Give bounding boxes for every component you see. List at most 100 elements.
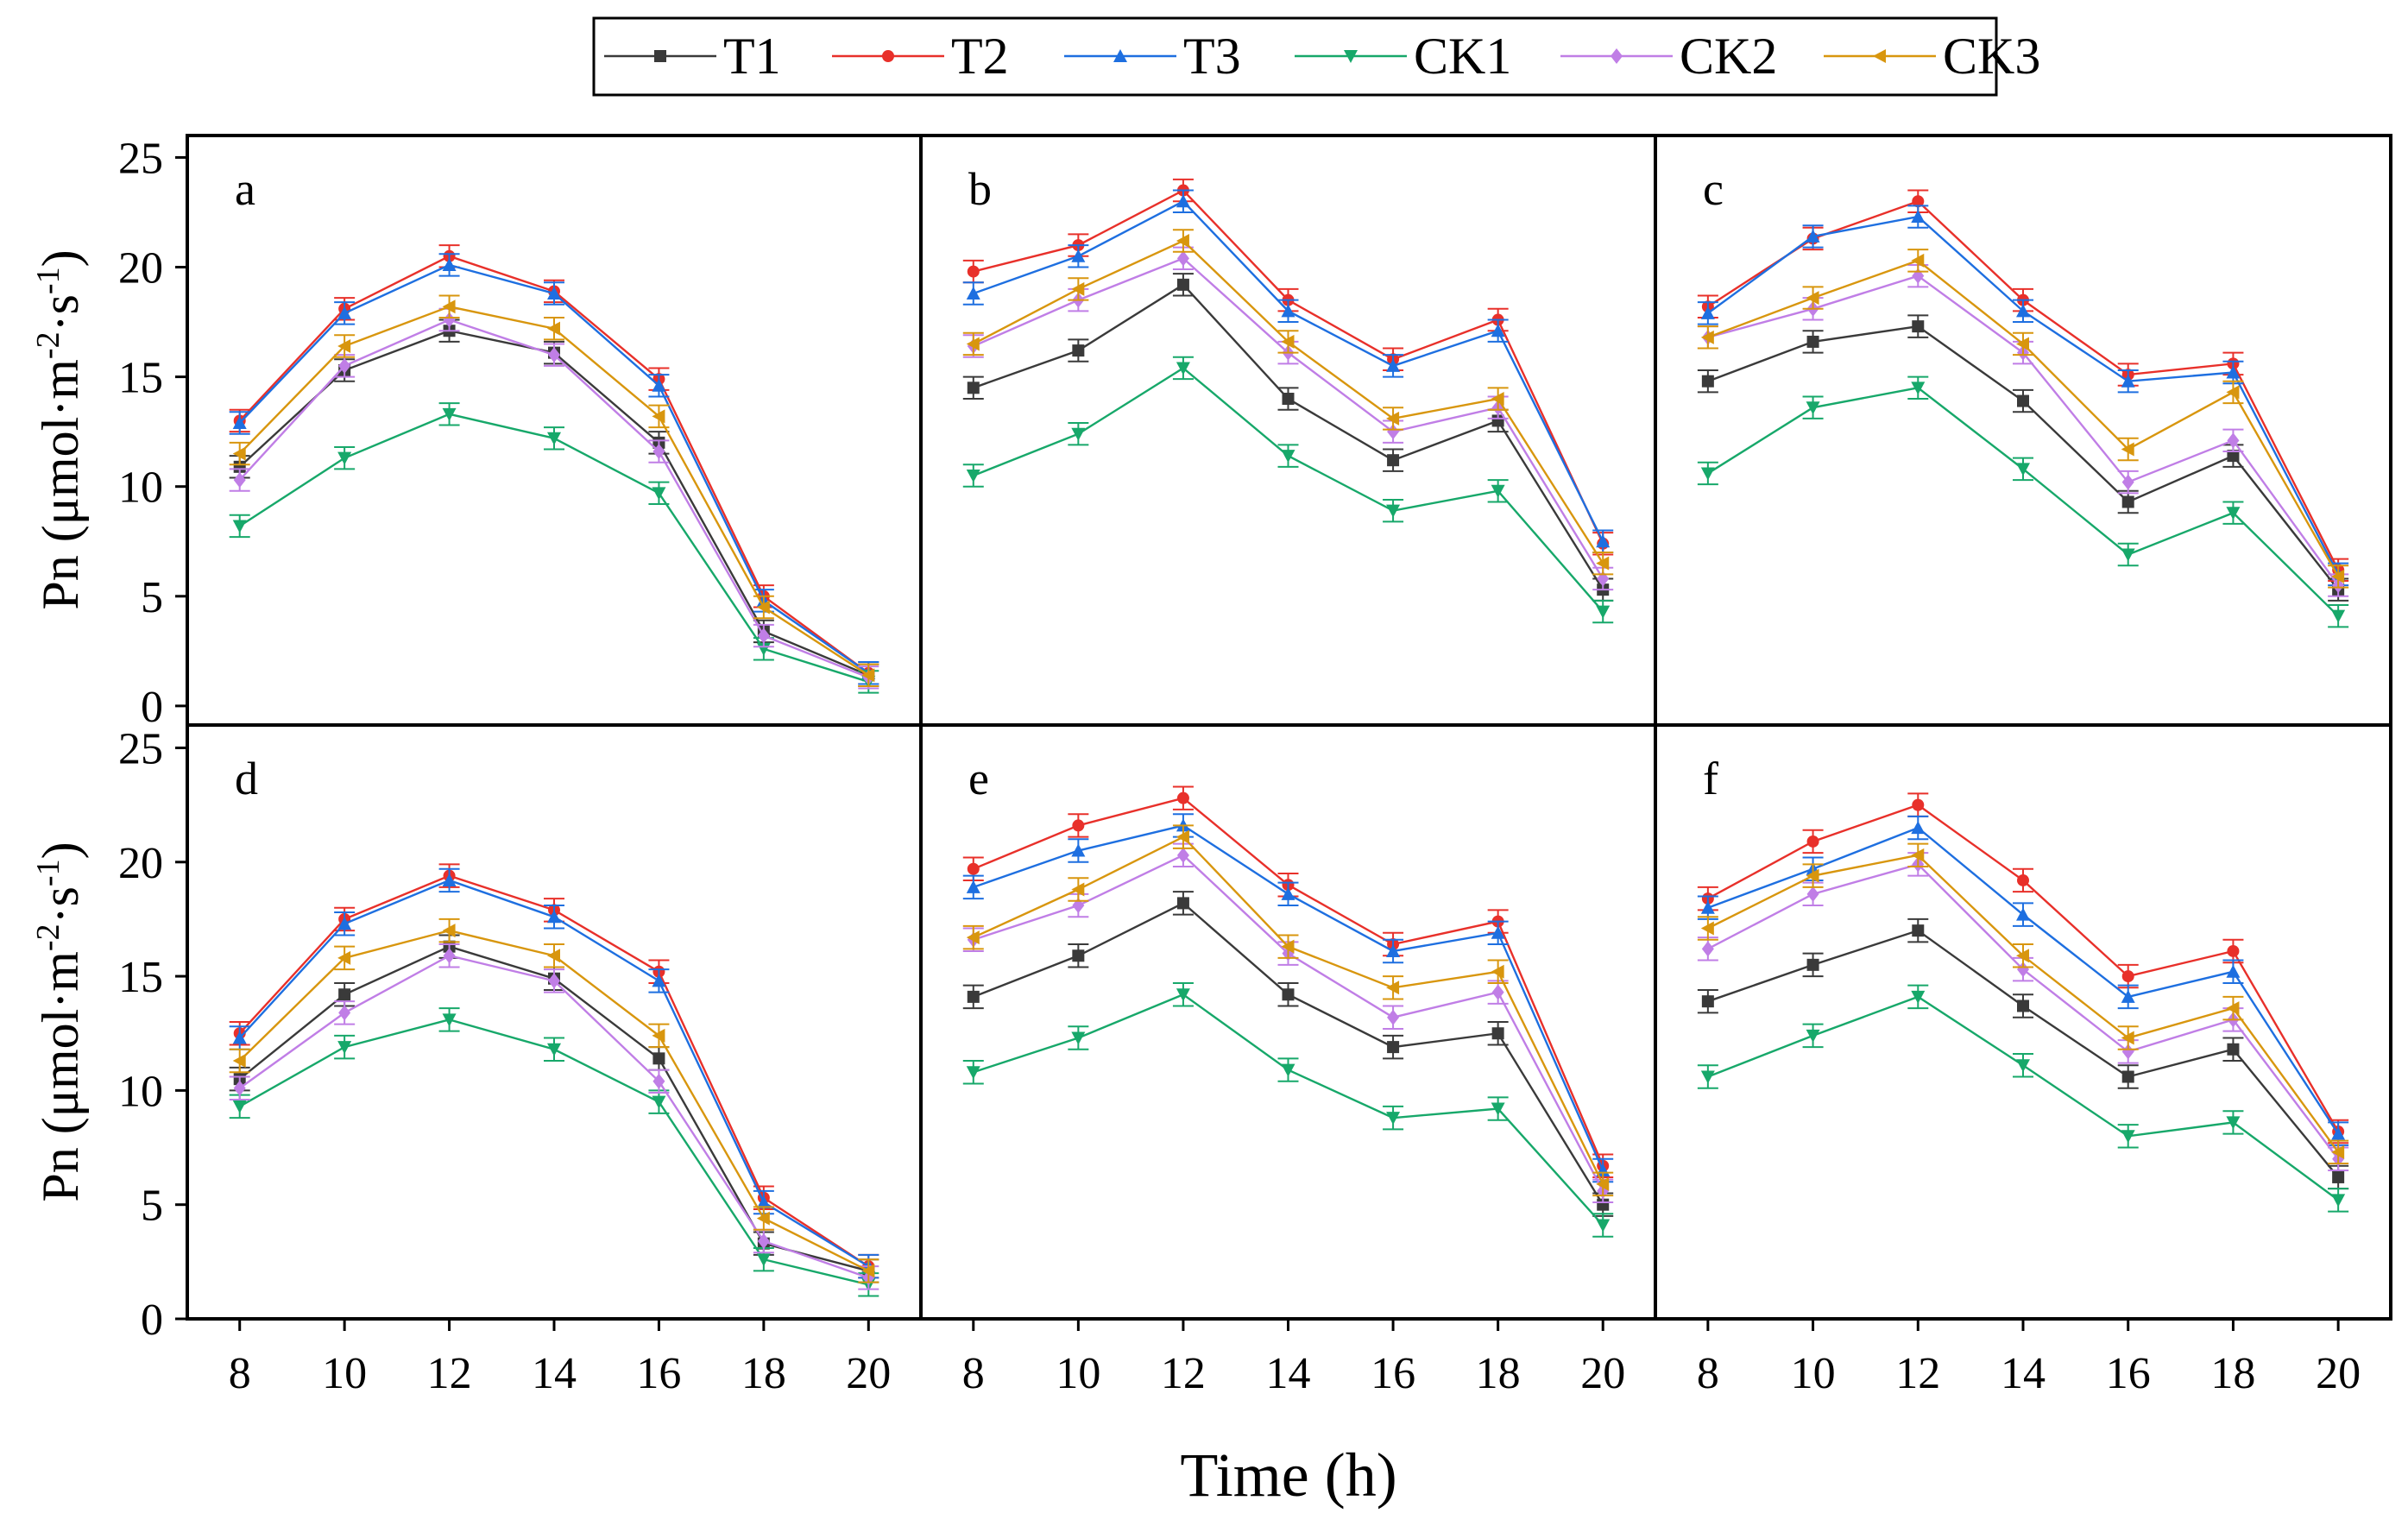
data-point — [547, 1043, 561, 1056]
legend-marker — [882, 50, 894, 62]
data-point — [652, 1073, 665, 1089]
data-point — [547, 321, 560, 336]
data-point — [1281, 939, 1295, 954]
y-tick-label: 20 — [118, 244, 163, 293]
series-line — [239, 413, 869, 684]
data-point — [1491, 324, 1505, 337]
data-point — [338, 1005, 351, 1021]
data-point — [966, 880, 980, 893]
y-label-mid: ·s — [32, 294, 89, 331]
x-tick-label: 10 — [1791, 1349, 1836, 1398]
data-point — [2017, 394, 2029, 407]
data-point — [1072, 344, 1085, 357]
legend-marker — [654, 50, 666, 62]
data-point — [1176, 250, 1189, 267]
panels: a 0 5 10 15 20 25 b c d 0 5 10 15 20 25 8 10 12 14 16 18 20 e 8 1… — [118, 134, 2392, 1398]
y-label-exponent: -1 — [30, 267, 66, 294]
data-point — [966, 1066, 980, 1080]
data-point — [2121, 442, 2134, 457]
y-tick-label: 0 — [141, 1296, 163, 1345]
series-ck2 — [229, 943, 879, 1290]
panel-label: c — [1703, 163, 1724, 215]
series-line — [1707, 995, 2339, 1201]
data-point — [443, 948, 456, 964]
data-point — [1806, 335, 1819, 348]
data-point — [1176, 829, 1189, 844]
data-point — [1386, 504, 1401, 518]
data-point — [442, 873, 457, 886]
x-tick-label: 16 — [636, 1349, 681, 1398]
data-point — [2227, 432, 2240, 449]
data-point — [1071, 281, 1085, 296]
data-point — [2121, 474, 2134, 490]
data-point — [1491, 1102, 1505, 1116]
data-point — [967, 862, 980, 875]
x-tick-label: 20 — [1580, 1349, 1625, 1398]
x-tick-label: 12 — [427, 1349, 472, 1398]
series-line — [1707, 387, 2339, 617]
y-tick-label: 15 — [118, 953, 163, 1002]
data-point — [1071, 1031, 1086, 1045]
legend-item-t1: T1 — [604, 28, 781, 85]
y-label-exponent: -2 — [30, 924, 66, 951]
data-point — [548, 347, 560, 363]
data-point — [1911, 253, 1925, 268]
data-point — [1282, 393, 1295, 406]
data-point — [442, 407, 457, 421]
data-point — [1176, 194, 1190, 208]
data-point — [1386, 981, 1400, 995]
data-point — [232, 415, 247, 429]
y-tick-label: 25 — [118, 134, 163, 183]
x-tick-label: 18 — [741, 1349, 786, 1398]
panel-b: b — [919, 134, 1657, 727]
data-point — [1386, 411, 1400, 426]
data-point — [232, 446, 246, 461]
data-point — [1806, 229, 1820, 243]
series-ck1 — [1697, 375, 2349, 628]
data-point — [337, 917, 352, 930]
data-point — [547, 949, 560, 963]
data-point — [652, 409, 665, 424]
data-point — [2017, 873, 2029, 886]
y-label-main: Pn (μmol·m — [32, 951, 89, 1202]
data-point — [1596, 534, 1611, 548]
data-point — [1806, 868, 1819, 883]
data-point — [337, 306, 352, 319]
series-ck1 — [962, 356, 1614, 624]
data-point — [1806, 1029, 1820, 1043]
data-point — [1701, 995, 1714, 1008]
legend-marker — [1611, 48, 1623, 64]
y-tick-label: 15 — [118, 354, 163, 403]
data-point — [2226, 365, 2241, 379]
panel-a: a 0 5 10 15 20 25 — [118, 134, 923, 732]
data-point — [1806, 958, 1819, 971]
series-line — [973, 993, 1604, 1226]
data-point — [442, 1013, 457, 1027]
data-point — [652, 487, 666, 501]
data-point — [1176, 234, 1189, 249]
series-ck1 — [962, 982, 1614, 1238]
data-point — [1071, 427, 1086, 441]
data-point — [1176, 362, 1190, 375]
data-point — [1912, 924, 1925, 937]
y-tick-label: 0 — [141, 683, 163, 732]
data-point — [547, 432, 561, 445]
panel-frame — [1654, 134, 2392, 727]
y-axis-label: Pn (μmol·m-2·s-1) — [30, 249, 89, 609]
data-point — [2331, 1194, 2346, 1208]
data-point — [1596, 1219, 1611, 1233]
data-point — [967, 382, 980, 394]
data-point — [1596, 1176, 1610, 1191]
data-point — [2226, 507, 2241, 520]
data-point — [1806, 835, 1819, 848]
x-tick-label: 14 — [1266, 1349, 1311, 1398]
data-point — [2121, 495, 2134, 508]
data-point — [2016, 304, 2030, 318]
y-tick-label: 10 — [118, 463, 163, 513]
data-point — [1701, 941, 1714, 957]
data-point — [1911, 382, 1926, 395]
series-ck1 — [229, 402, 879, 694]
data-point — [1071, 249, 1086, 262]
data-point — [442, 257, 457, 271]
data-point — [2121, 1044, 2134, 1060]
